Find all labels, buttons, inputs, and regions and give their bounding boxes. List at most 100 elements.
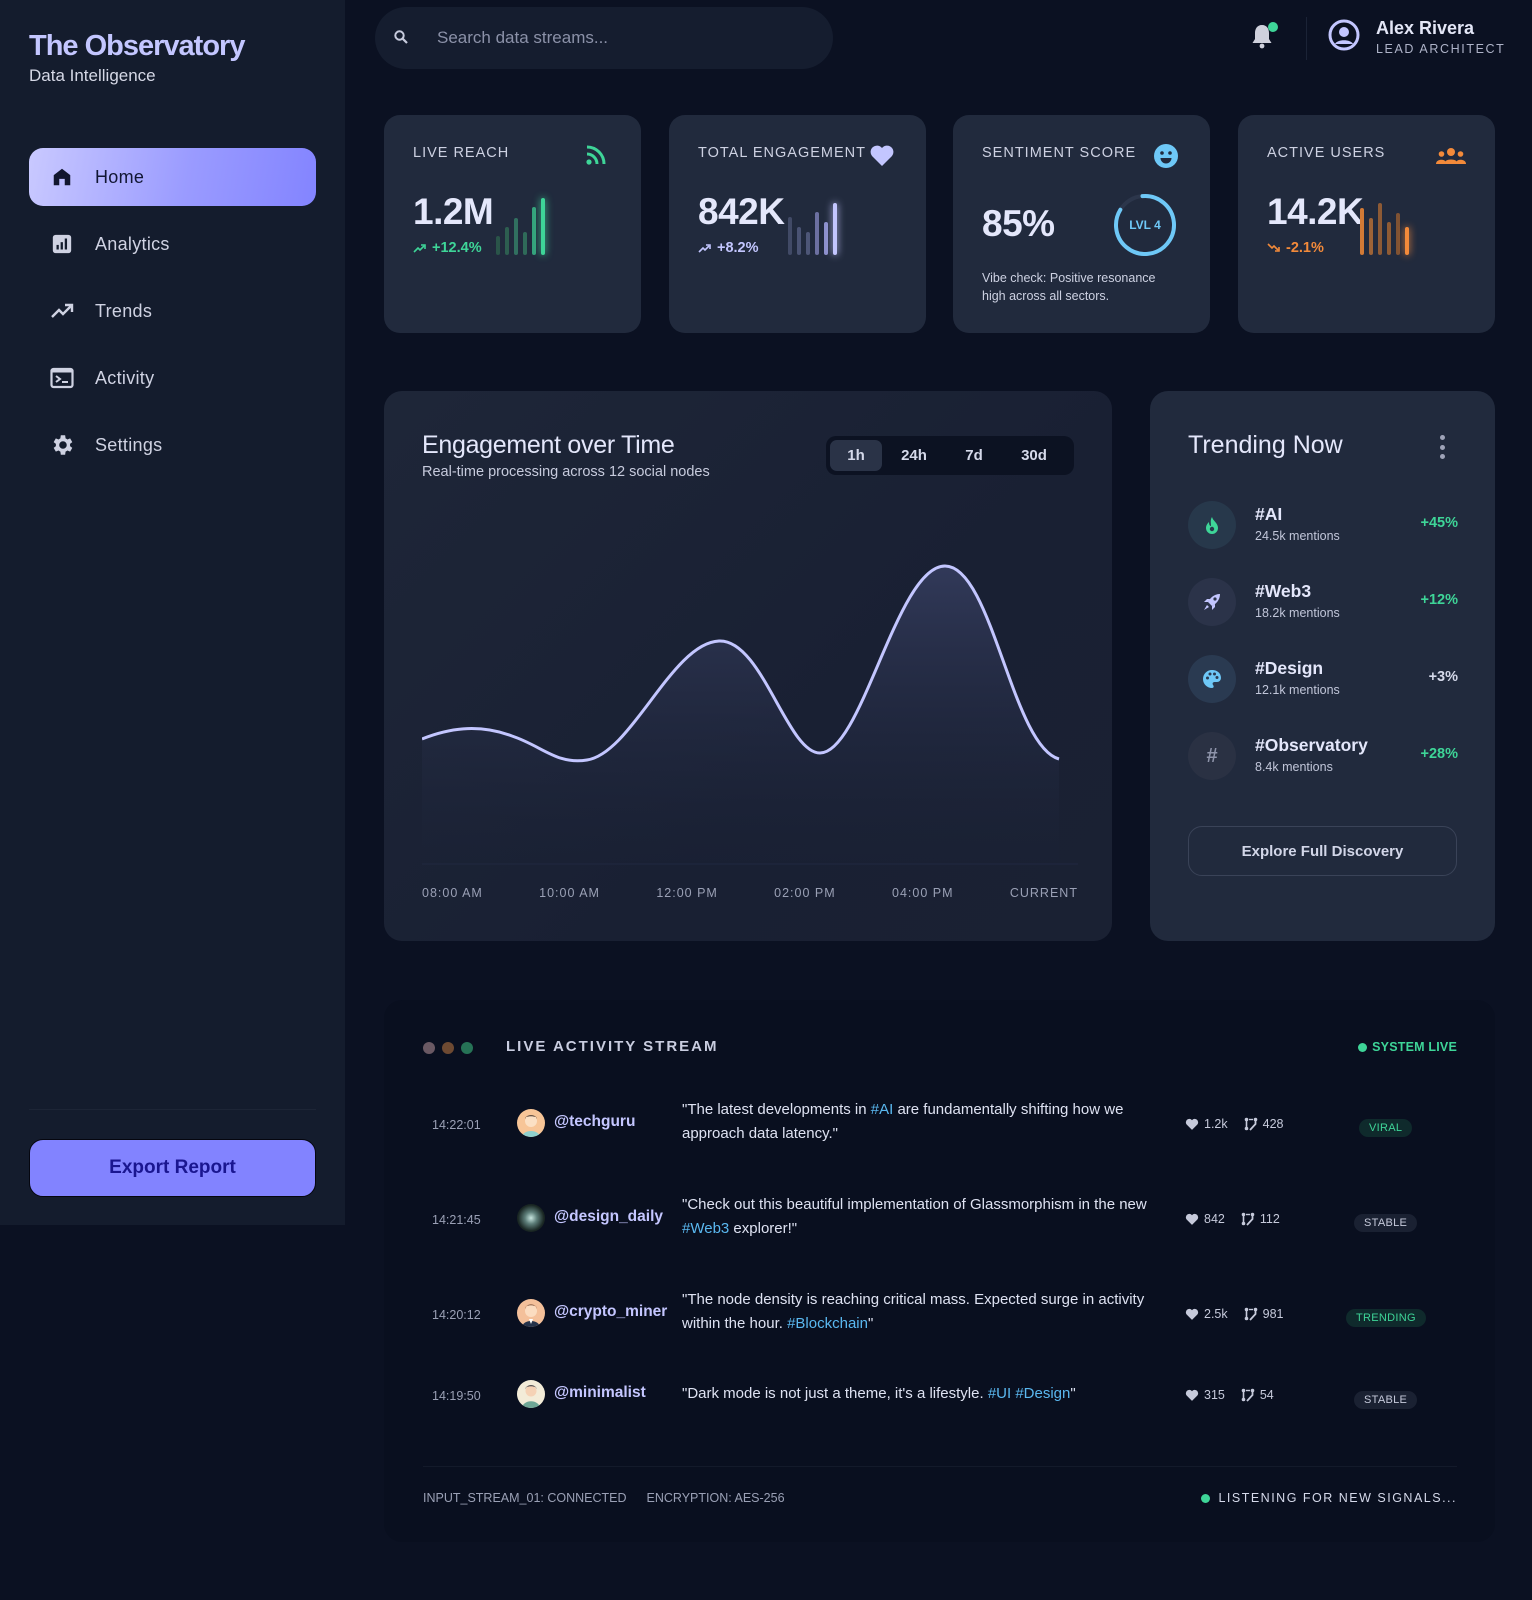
dot-green bbox=[461, 1042, 473, 1054]
hashtag-link[interactable]: #UI #Design bbox=[987, 1385, 1071, 1402]
rocket-icon bbox=[1188, 578, 1236, 626]
trending-item-design[interactable]: #Design 12.1k mentions +3% bbox=[1188, 655, 1458, 705]
status-badge: STABLE bbox=[1354, 1391, 1418, 1409]
live-activity-stream: LIVE ACTIVITY STREAM SYSTEM LIVE 14:22:0… bbox=[384, 1000, 1495, 1542]
trending-mentions: 24.5k mentions bbox=[1255, 529, 1340, 543]
status-badge: STABLE bbox=[1354, 1214, 1418, 1232]
stat-label: LIVE REACH bbox=[413, 145, 510, 161]
heart-icon bbox=[1185, 1389, 1199, 1401]
trending-up-icon bbox=[49, 298, 75, 324]
export-report-button[interactable]: Export Report bbox=[29, 1139, 316, 1197]
stat-delta: +8.2% bbox=[698, 240, 759, 256]
hashtag-link[interactable]: #Web3 bbox=[682, 1220, 730, 1237]
search-bar[interactable] bbox=[375, 7, 833, 69]
chart-subtitle: Real-time processing across 12 social no… bbox=[422, 464, 710, 480]
sidebar-item-analytics[interactable]: Analytics bbox=[29, 215, 316, 273]
activity-row[interactable]: 14:22:01 @techguru "The latest developme… bbox=[423, 1098, 1457, 1158]
activity-row[interactable]: 14:21:45 @design_daily "Check out this b… bbox=[423, 1193, 1457, 1253]
activity-row[interactable]: 14:20:12 @crypto_miner "The node density… bbox=[423, 1288, 1457, 1348]
listening-status: LISTENING FOR NEW SIGNALS... bbox=[1201, 1491, 1457, 1505]
dot bbox=[1439, 444, 1445, 450]
trending-item-ai[interactable]: #AI 24.5k mentions +45% bbox=[1188, 501, 1458, 551]
repost-icon bbox=[1244, 1117, 1257, 1131]
notifications-button[interactable] bbox=[1250, 22, 1278, 54]
analytics-icon bbox=[49, 231, 75, 257]
stat-card-sentiment-score: SENTIMENT SCORE 85% LVL 4 Vibe check: Po… bbox=[953, 115, 1210, 333]
activity-username[interactable]: @minimalist bbox=[554, 1384, 646, 1401]
sparkbars bbox=[1360, 195, 1409, 255]
trending-mentions: 8.4k mentions bbox=[1255, 760, 1333, 774]
activity-username[interactable]: @crypto_miner bbox=[554, 1303, 668, 1320]
activity-stats: 1.2k 428 bbox=[1185, 1117, 1300, 1131]
sidebar-nav: Home Analytics Trends Activity Settings bbox=[29, 148, 316, 483]
sidebar-item-label: Home bbox=[95, 166, 145, 187]
stat-value: 85% bbox=[982, 203, 1055, 244]
stat-delta: +12.4% bbox=[413, 240, 482, 256]
brand: The Observatory Data Intelligence bbox=[29, 30, 245, 86]
hashtag-link[interactable]: #Blockchain bbox=[787, 1315, 868, 1332]
activity-row[interactable]: 14:19:50 @minimalist "Dark mode is not j… bbox=[423, 1373, 1457, 1433]
sparkbars bbox=[496, 195, 545, 255]
tab-7d[interactable]: 7d bbox=[965, 447, 983, 464]
trending-up-icon bbox=[698, 244, 711, 253]
dot-orange bbox=[442, 1042, 454, 1054]
sidebar-item-settings[interactable]: Settings bbox=[29, 416, 316, 474]
trending-item-observatory[interactable]: # #Observatory 8.4k mentions +28% bbox=[1188, 732, 1458, 782]
user-name: Alex Rivera bbox=[1376, 18, 1475, 38]
activity-time: 14:22:01 bbox=[432, 1118, 481, 1132]
rss-icon bbox=[584, 143, 608, 172]
home-icon bbox=[49, 164, 75, 190]
sidebar-item-activity[interactable]: Activity bbox=[29, 349, 316, 407]
tab-1h[interactable]: 1h bbox=[830, 440, 882, 471]
trending-mentions: 18.2k mentions bbox=[1255, 606, 1340, 620]
trending-down-icon bbox=[1267, 243, 1280, 252]
activity-divider bbox=[423, 1466, 1457, 1467]
activity-username[interactable]: @techguru bbox=[554, 1113, 636, 1130]
level-ring: LVL 4 bbox=[1113, 193, 1177, 257]
activity-username[interactable]: @design_daily bbox=[554, 1208, 664, 1225]
dot bbox=[1439, 435, 1445, 440]
stream-info: INPUT_STREAM_01: CONNECTED ENCRYPTION: A… bbox=[423, 1491, 785, 1505]
search-icon bbox=[393, 29, 409, 50]
shares: 112 bbox=[1241, 1212, 1280, 1226]
chart-area bbox=[422, 566, 1059, 861]
sparkbars bbox=[788, 195, 837, 255]
user-profile[interactable]: Alex Rivera LEAD ARCHITECT bbox=[1328, 18, 1505, 56]
dot-red bbox=[423, 1042, 435, 1054]
chart-title: Engagement over Time bbox=[422, 431, 675, 459]
activity-time: 14:20:12 bbox=[432, 1308, 481, 1322]
sidebar-item-home[interactable]: Home bbox=[29, 148, 316, 206]
bell-icon bbox=[1250, 25, 1274, 54]
gear-icon bbox=[49, 432, 75, 458]
trending-change: +45% bbox=[1420, 515, 1459, 531]
trending-change: +12% bbox=[1420, 592, 1459, 608]
stat-value: 14.2K bbox=[1267, 191, 1364, 232]
sidebar-item-label: Activity bbox=[95, 367, 155, 388]
trending-item-web3[interactable]: #Web3 18.2k mentions +12% bbox=[1188, 578, 1458, 628]
activity-text: "The node density is reaching critical m… bbox=[682, 1291, 1145, 1332]
hashtag-link[interactable]: #AI bbox=[870, 1101, 894, 1118]
status-dot bbox=[1358, 1042, 1368, 1052]
more-options-button[interactable] bbox=[1437, 435, 1447, 459]
likes: 2.5k bbox=[1185, 1307, 1228, 1321]
activity-stats: 842 112 bbox=[1185, 1212, 1296, 1226]
explore-discovery-button[interactable]: Explore Full Discovery bbox=[1188, 826, 1457, 876]
tab-24h[interactable]: 24h bbox=[901, 447, 927, 464]
activity-stats: 2.5k 981 bbox=[1185, 1307, 1300, 1321]
level-label: LVL 4 bbox=[1129, 218, 1161, 232]
heart-icon bbox=[869, 144, 895, 173]
x-axis-labels: 08:00 AM 10:00 AM 12:00 PM 02:00 PM 04:0… bbox=[422, 886, 1078, 900]
engagement-chart-panel: Engagement over Time Real-time processin… bbox=[384, 391, 1112, 941]
palette-icon bbox=[1188, 655, 1236, 703]
shares: 428 bbox=[1244, 1117, 1284, 1131]
x-label: 04:00 PM bbox=[892, 886, 954, 900]
status-badge: VIRAL bbox=[1359, 1119, 1413, 1137]
shares: 981 bbox=[1244, 1307, 1284, 1321]
brand-title: The Observatory bbox=[29, 30, 245, 62]
search-input[interactable] bbox=[437, 7, 817, 69]
sidebar-item-trends[interactable]: Trends bbox=[29, 282, 316, 340]
tab-30d[interactable]: 30d bbox=[1021, 447, 1047, 464]
likes: 1.2k bbox=[1185, 1117, 1228, 1131]
activity-title: LIVE ACTIVITY STREAM bbox=[506, 1038, 719, 1055]
activity-text: "Dark mode is not just a theme, it's a l… bbox=[682, 1385, 1076, 1402]
